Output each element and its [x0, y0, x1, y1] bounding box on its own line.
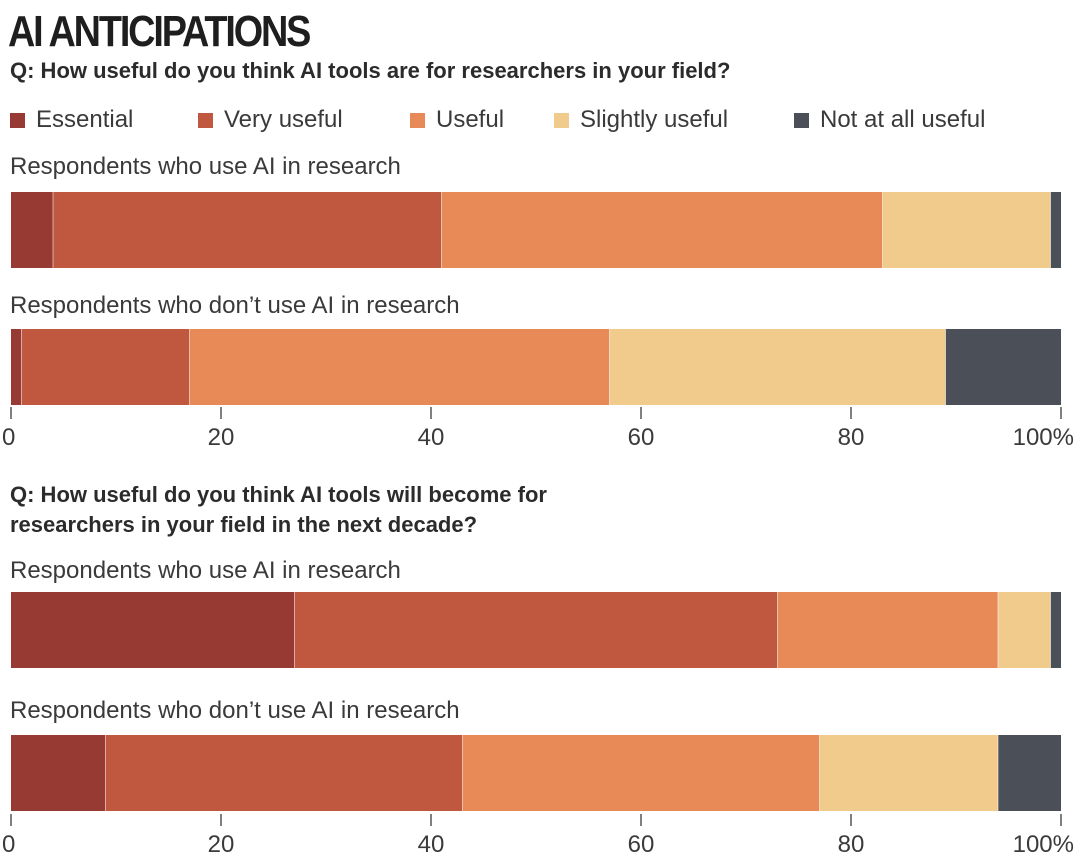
question-1: Q: How useful do you think AI tools are … — [10, 58, 731, 83]
x-tick-label-q1: 80 — [838, 424, 865, 451]
bar-q2-row1-slightly-useful — [998, 592, 1051, 668]
x-tick-label-q2: 0 — [2, 831, 15, 858]
x-tick-label-q1: 100% — [1013, 424, 1074, 451]
bar-q1-row1-useful — [441, 192, 883, 268]
legend-item-very-useful: Very useful — [198, 104, 343, 136]
legend-swatch-slightly-useful — [554, 112, 569, 128]
row-label-q2-use-ai: Respondents who use AI in research — [10, 557, 401, 584]
bar-q1-row1-slightly-useful — [882, 192, 1051, 268]
row-label-q1-dont-use-ai: Respondents who don’t use AI in research — [10, 292, 460, 319]
bar-q1-row1-not-at-all-useful — [1050, 192, 1061, 268]
x-tick-label-q2: 80 — [838, 831, 865, 858]
bar-q1-row2-slightly-useful — [609, 329, 946, 405]
x-tick-label-q2: 60 — [628, 831, 655, 858]
legend-swatch-not-at-all-useful — [794, 112, 809, 128]
legend-item-slightly-useful: Slightly useful — [554, 104, 728, 136]
legend-item-not-at-all-useful: Not at all useful — [794, 104, 985, 136]
bar-q2-row2-very-useful — [105, 735, 463, 811]
question-2: Q: How useful do you think AI tools will… — [10, 482, 547, 537]
row-label-q1-use-ai: Respondents who use AI in research — [10, 153, 401, 180]
bar-q2-row1-not-at-all-useful — [1050, 592, 1061, 668]
bar-q2-row2-essential — [11, 735, 106, 811]
bar-q1-row2-not-at-all-useful — [945, 329, 1061, 405]
x-tick-label-q2: 40 — [418, 831, 445, 858]
legend-swatch-very-useful — [198, 112, 213, 128]
legend-item-essential: Essential — [10, 104, 133, 136]
x-tick-label-q1: 20 — [208, 424, 235, 451]
bar-q2-row2-slightly-useful — [819, 735, 998, 811]
bar-q1-row2-essential — [11, 329, 22, 405]
bar-q1-row1-very-useful — [53, 192, 442, 268]
legend-label-very-useful: Very useful — [224, 106, 343, 133]
legend: Essential Very useful Useful Slightly us… — [10, 104, 1070, 136]
legend-label-essential: Essential — [36, 106, 134, 133]
bar-q2-row1-useful — [777, 592, 998, 668]
bar-q2-row2-not-at-all-useful — [998, 735, 1061, 811]
bar-q1-row2-very-useful — [21, 329, 190, 405]
bar-q2-row2-useful — [462, 735, 820, 811]
legend-label-not-at-all-useful: Not at all useful — [820, 106, 986, 133]
legend-label-useful: Useful — [436, 106, 505, 133]
x-tick-label-q2: 100% — [1013, 831, 1074, 858]
legend-item-useful: Useful — [410, 104, 504, 136]
x-tick-label-q1: 0 — [2, 424, 15, 451]
x-tick-label-q2: 20 — [208, 831, 235, 858]
x-tick-label-q1: 40 — [418, 424, 445, 451]
legend-swatch-essential — [10, 112, 25, 128]
legend-label-slightly-useful: Slightly useful — [580, 106, 729, 133]
bar-q2-row1-essential — [11, 592, 295, 668]
chart-title: AI ANTICIPATIONS — [8, 7, 311, 56]
bar-q1-row2-useful — [189, 329, 610, 405]
bar-q1-row1-essential — [11, 192, 53, 268]
bar-q2-row1-very-useful — [294, 592, 778, 668]
legend-swatch-useful — [410, 112, 425, 128]
row-label-q2-dont-use-ai: Respondents who don’t use AI in research — [10, 697, 460, 724]
x-tick-label-q1: 60 — [628, 424, 655, 451]
